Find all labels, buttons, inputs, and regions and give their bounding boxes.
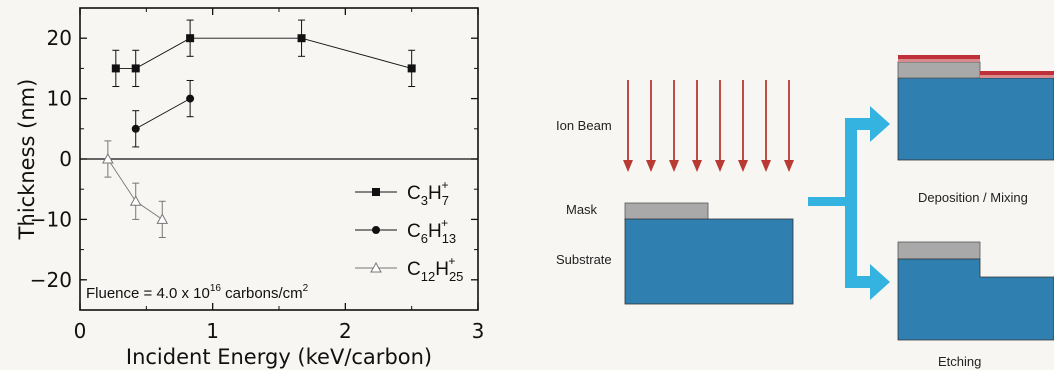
- ion-arrow-head: [715, 160, 725, 172]
- data-point: [129, 195, 142, 206]
- x-tick-label: 3: [472, 319, 485, 343]
- x-tick-label: 2: [339, 319, 352, 343]
- substrate-label: Substrate: [556, 252, 612, 267]
- ion-beam-arrows: [623, 80, 794, 172]
- y-tick-label: −20: [30, 268, 72, 292]
- substrate-block: [624, 218, 794, 305]
- data-point: [111, 64, 120, 73]
- data-point: [102, 152, 114, 164]
- data-point: [131, 124, 140, 133]
- legend-marker: [370, 261, 382, 273]
- ion-arrow-head: [669, 160, 679, 172]
- series-line: [107, 158, 163, 220]
- deposition-result: [897, 55, 1054, 161]
- x-axis-label: Incident Energy (keV/carbon): [126, 345, 432, 369]
- x-tick-label: 1: [206, 319, 219, 343]
- ion-beam-label: Ion Beam: [556, 118, 612, 133]
- ion-arrow-head: [692, 160, 702, 172]
- legend-marker: [372, 188, 380, 196]
- y-tick-label: 0: [59, 147, 72, 171]
- data-point: [186, 94, 195, 103]
- y-tick-label: 10: [47, 87, 72, 111]
- x-tick-label: 0: [74, 319, 87, 343]
- legend-label: C3H7+: [407, 178, 449, 208]
- chart: 0 1 2 3 −20 −10 0 10 20 Incident Energy (keV/carb…: [15, 7, 485, 369]
- ion-arrow-head: [738, 160, 748, 172]
- ion-arrow-head: [784, 160, 794, 172]
- data-point: [297, 34, 306, 43]
- deposition-label: Deposition / Mixing: [918, 190, 1028, 205]
- data-point: [186, 34, 195, 43]
- mask-block: [624, 202, 709, 221]
- process-flow-arrow: [808, 106, 890, 300]
- ion-arrow-head: [761, 160, 771, 172]
- y-tick-label: 20: [47, 26, 72, 50]
- ion-arrow-head: [646, 160, 656, 172]
- y-tick-label: −10: [30, 207, 72, 231]
- y-axis-label: Thickness (nm): [15, 79, 39, 241]
- data-point: [131, 64, 140, 73]
- series-line: [135, 98, 191, 130]
- legend-label: C6H13+: [407, 216, 456, 246]
- etching-result: [897, 241, 1054, 341]
- etching-label: Etching: [938, 354, 981, 369]
- process-diagram: Ion Beam Mask Substrate Deposition / Mix…: [556, 55, 1054, 369]
- data-point: [156, 213, 169, 224]
- ion-arrow-head: [623, 160, 633, 172]
- series-line: [115, 37, 412, 69]
- legend-marker: [372, 226, 380, 234]
- legend-label: C12H25+: [407, 254, 463, 284]
- data-point: [407, 64, 416, 73]
- mask-label: Mask: [566, 202, 598, 217]
- fluence-annotation: Fluence = 4.0 x 1016 carbons/cm2: [86, 283, 309, 302]
